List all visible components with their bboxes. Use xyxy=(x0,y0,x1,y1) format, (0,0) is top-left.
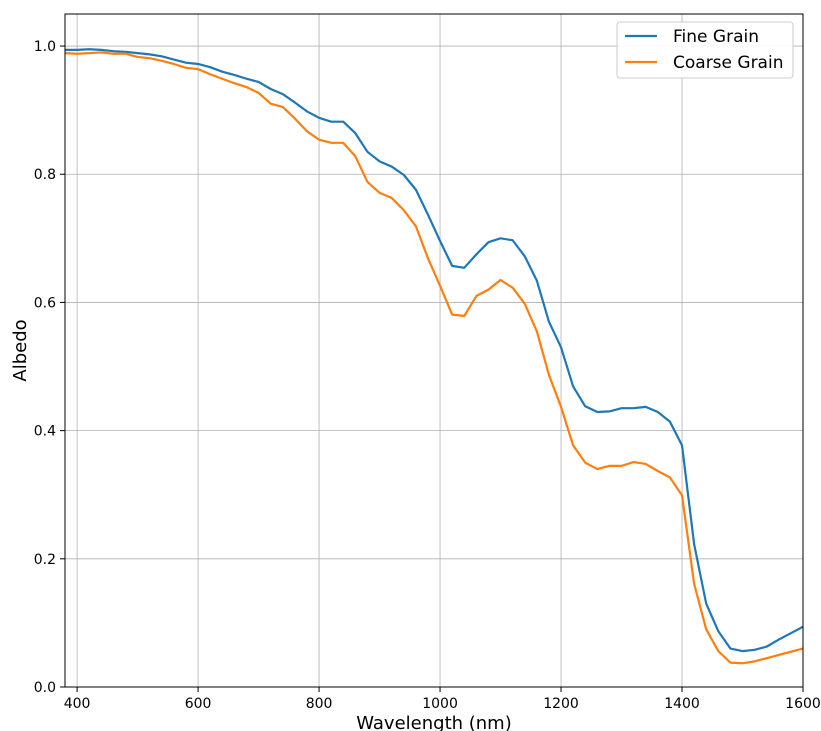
y-tick-label: 0.2 xyxy=(34,552,56,568)
legend-label-coarse-grain: Coarse Grain xyxy=(673,53,783,73)
x-tick-label: 1000 xyxy=(422,696,458,712)
y-tick-label: 0.8 xyxy=(34,167,56,183)
series-group xyxy=(65,48,803,665)
x-tick-label: 1600 xyxy=(785,696,821,712)
series-line-coarse-grain xyxy=(65,51,803,665)
x-tick-label: 400 xyxy=(64,696,91,712)
y-axis-label: Albedo xyxy=(10,319,31,381)
y-tick-label: 0.6 xyxy=(34,295,56,311)
x-tick-label: 600 xyxy=(185,696,212,712)
x-axis-label: Wavelength (nm) xyxy=(356,713,512,731)
legend: Fine Grain Coarse Grain xyxy=(616,21,794,79)
legend-box xyxy=(616,21,794,79)
legend-label-fine-grain: Fine Grain xyxy=(673,27,759,47)
x-axis-ticks: 400 600 800 1000 1200 1400 1600 xyxy=(64,687,821,712)
y-tick-label: 0.0 xyxy=(34,680,56,696)
y-tick-label: 0.4 xyxy=(34,424,56,440)
series-line-fine-grain xyxy=(65,48,803,653)
x-tick-label: 1200 xyxy=(543,696,579,712)
y-axis-ticks: 0.0 0.2 0.4 0.6 0.8 1.0 xyxy=(34,39,65,696)
plot-frame xyxy=(64,13,804,688)
x-tick-label: 800 xyxy=(306,696,333,712)
grid xyxy=(65,14,804,688)
y-tick-label: 1.0 xyxy=(34,39,56,55)
x-tick-label: 1400 xyxy=(664,696,700,712)
